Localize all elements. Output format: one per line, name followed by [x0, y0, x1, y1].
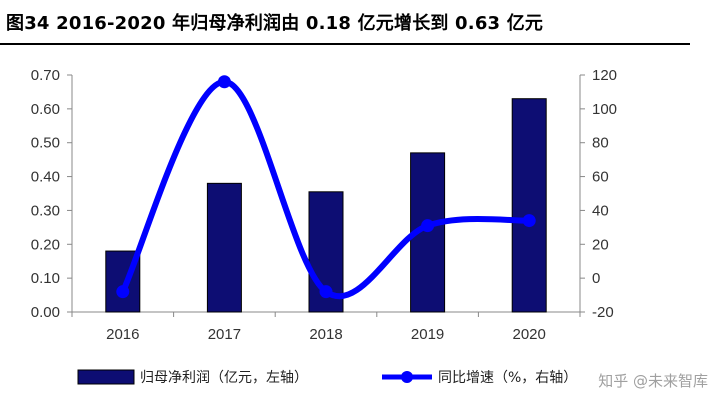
right-tick-label: 120 [592, 67, 617, 84]
left-tick-label: 0.40 [31, 169, 60, 186]
legend-line-marker [401, 371, 413, 383]
left-tick-label: 0.20 [31, 236, 60, 253]
x-tick-label: 2018 [309, 326, 342, 343]
left-tick-label: 0.10 [31, 270, 60, 287]
line-point [522, 214, 536, 228]
title-underline [0, 43, 690, 45]
left-tick-label: 0.00 [31, 304, 60, 321]
watermark: 知乎 @未来智库 [598, 372, 708, 390]
line-series [116, 75, 536, 300]
bar-series [105, 98, 547, 313]
right-tick-label: 100 [592, 101, 617, 118]
right-tick-label: -20 [592, 304, 614, 321]
left-tick-label: 0.70 [31, 67, 60, 84]
right-tick-label: 60 [592, 169, 609, 186]
line-point [116, 285, 130, 299]
line-point [319, 285, 333, 299]
line-point [421, 219, 435, 233]
left-tick-label: 0.60 [31, 101, 60, 118]
x-tick-label: 2016 [106, 326, 139, 343]
legend-bar-swatch [77, 369, 135, 385]
growth-line [119, 78, 533, 300]
left-tick-label: 0.30 [31, 202, 60, 219]
figure-title: 图34 2016-2020 年归母净利润由 0.18 亿元增长到 0.63 亿元 [6, 13, 544, 34]
right-tick-label: 80 [592, 135, 609, 152]
bar [511, 98, 547, 313]
right-tick-label: 0 [592, 270, 600, 287]
x-tick-label: 2020 [513, 326, 546, 343]
x-tick-label: 2017 [208, 326, 241, 343]
line-point [217, 75, 231, 89]
right-tick-label: 40 [592, 202, 609, 219]
chart-axes: 0.00 0.10 0.20 0.30 0.40 0.50 0.60 0.70 -20 0 20 40… [31, 67, 617, 343]
right-tick-label: 20 [592, 236, 609, 253]
legend-line-label: 同比增速（%，右轴） [438, 370, 577, 386]
left-tick-label: 0.50 [31, 135, 60, 152]
x-tick-label: 2019 [411, 326, 444, 343]
legend: 归母净利润（亿元，左轴） 同比增速（%，右轴） [77, 369, 577, 386]
legend-bar-label: 归母净利润（亿元，左轴） [140, 369, 308, 386]
bar [206, 182, 242, 313]
